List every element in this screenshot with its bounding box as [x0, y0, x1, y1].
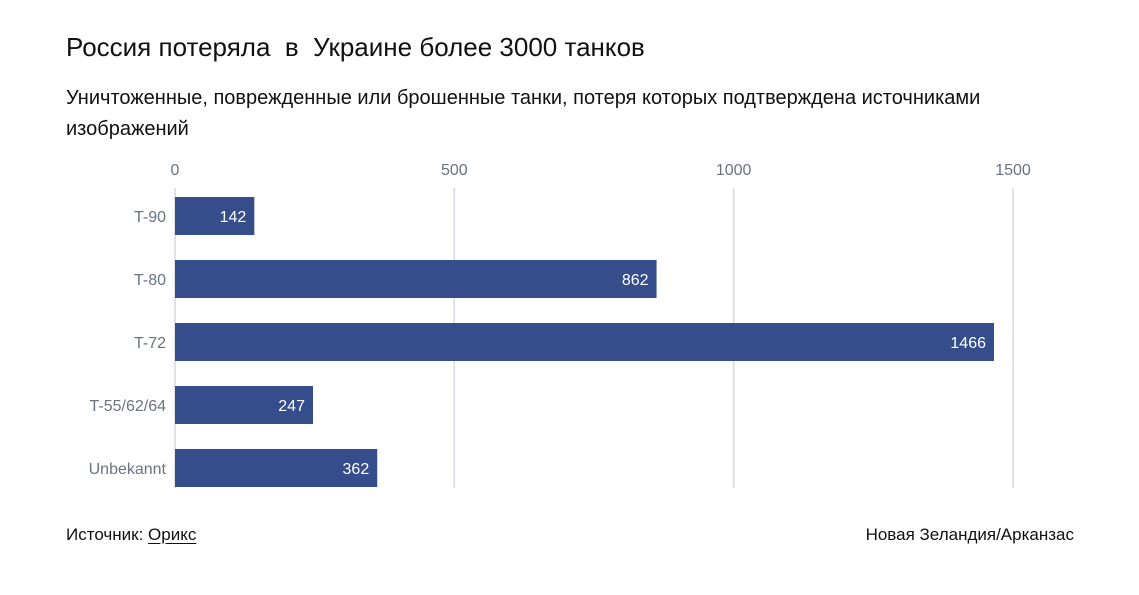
bar — [175, 260, 657, 298]
bar-value-label: 862 — [622, 272, 649, 289]
source-note: Источник: Орикс — [66, 525, 196, 545]
chart-subtitle: Уничтоженные, поврежденные или брошенные… — [66, 87, 981, 140]
bar — [175, 449, 378, 487]
bar-value-label: 142 — [220, 209, 247, 226]
credit: Новая Зеландия/Арканзас — [865, 525, 1074, 544]
category-label: T-90 — [134, 209, 166, 226]
x-tick-label: 1000 — [716, 162, 752, 179]
x-tick-label: 500 — [441, 162, 468, 179]
x-tick-label: 0 — [171, 162, 180, 179]
x-tick-label: 1500 — [995, 162, 1031, 179]
bar — [175, 197, 255, 235]
x-axis-ticks: 0 500 1000 1500 — [171, 162, 1031, 179]
bar-value-label: 247 — [278, 398, 305, 415]
source-label: Источник: — [66, 525, 144, 544]
bar — [175, 323, 995, 361]
bar — [175, 386, 313, 424]
category-label: T-72 — [134, 335, 166, 352]
category-label: Unbekannt — [89, 461, 167, 478]
bars: 142 862 1466 247 362 — [175, 197, 995, 487]
bar-value-label: 362 — [343, 461, 370, 478]
category-labels: T-90 T-80 T-72 T-55/62/64 Unbekannt — [89, 209, 167, 478]
category-label: T-55/62/64 — [90, 398, 167, 415]
bar-value-label: 1466 — [950, 335, 986, 352]
category-label: T-80 — [134, 272, 166, 289]
source-link[interactable]: Орикс — [148, 525, 197, 544]
chart-title: Россия потеряла в Украине более 3000 тан… — [66, 32, 645, 62]
